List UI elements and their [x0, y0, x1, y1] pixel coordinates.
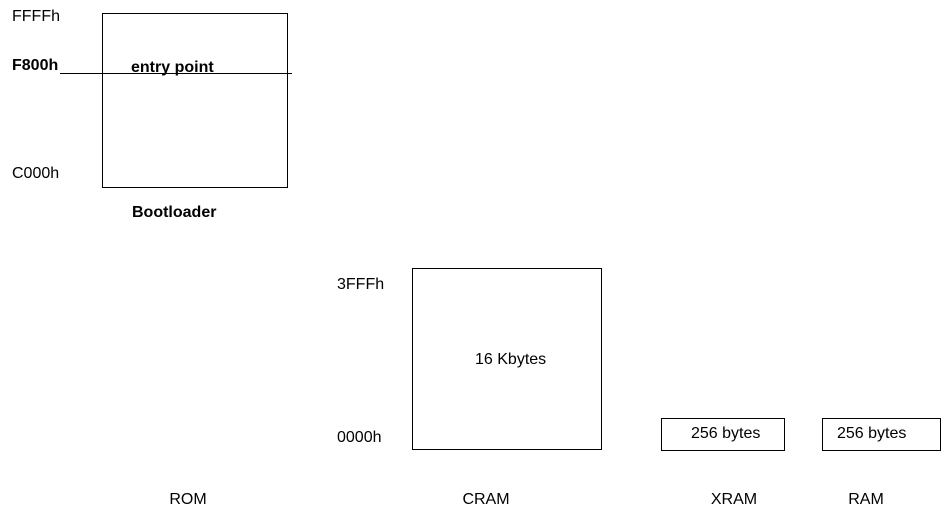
rom-column-label: ROM [169, 491, 207, 508]
bootloader-bottom-address: C000h [12, 165, 60, 182]
cram-memory-box [412, 268, 602, 450]
ram-column-label: RAM [848, 491, 884, 508]
bootloader-top-address: FFFFh [12, 8, 60, 25]
ram-memory-box [822, 418, 941, 451]
ram-size-label: 256 bytes [837, 425, 907, 442]
entry-point-label: entry point [131, 59, 214, 76]
cram-top-address: 3FFFh [337, 276, 385, 293]
xram-size-label: 256 bytes [691, 425, 761, 442]
xram-column-label: XRAM [710, 491, 758, 508]
xram-memory-box [661, 418, 785, 451]
cram-size-label: 16 Kbytes [475, 351, 547, 368]
cram-column-label: CRAM [462, 491, 510, 508]
entry-point-address: F800h [12, 57, 59, 74]
entry-point-line [60, 73, 292, 74]
bootloader-memory-box [102, 13, 288, 188]
cram-bottom-address: 0000h [337, 429, 382, 446]
bootloader-caption: Bootloader [132, 204, 217, 221]
